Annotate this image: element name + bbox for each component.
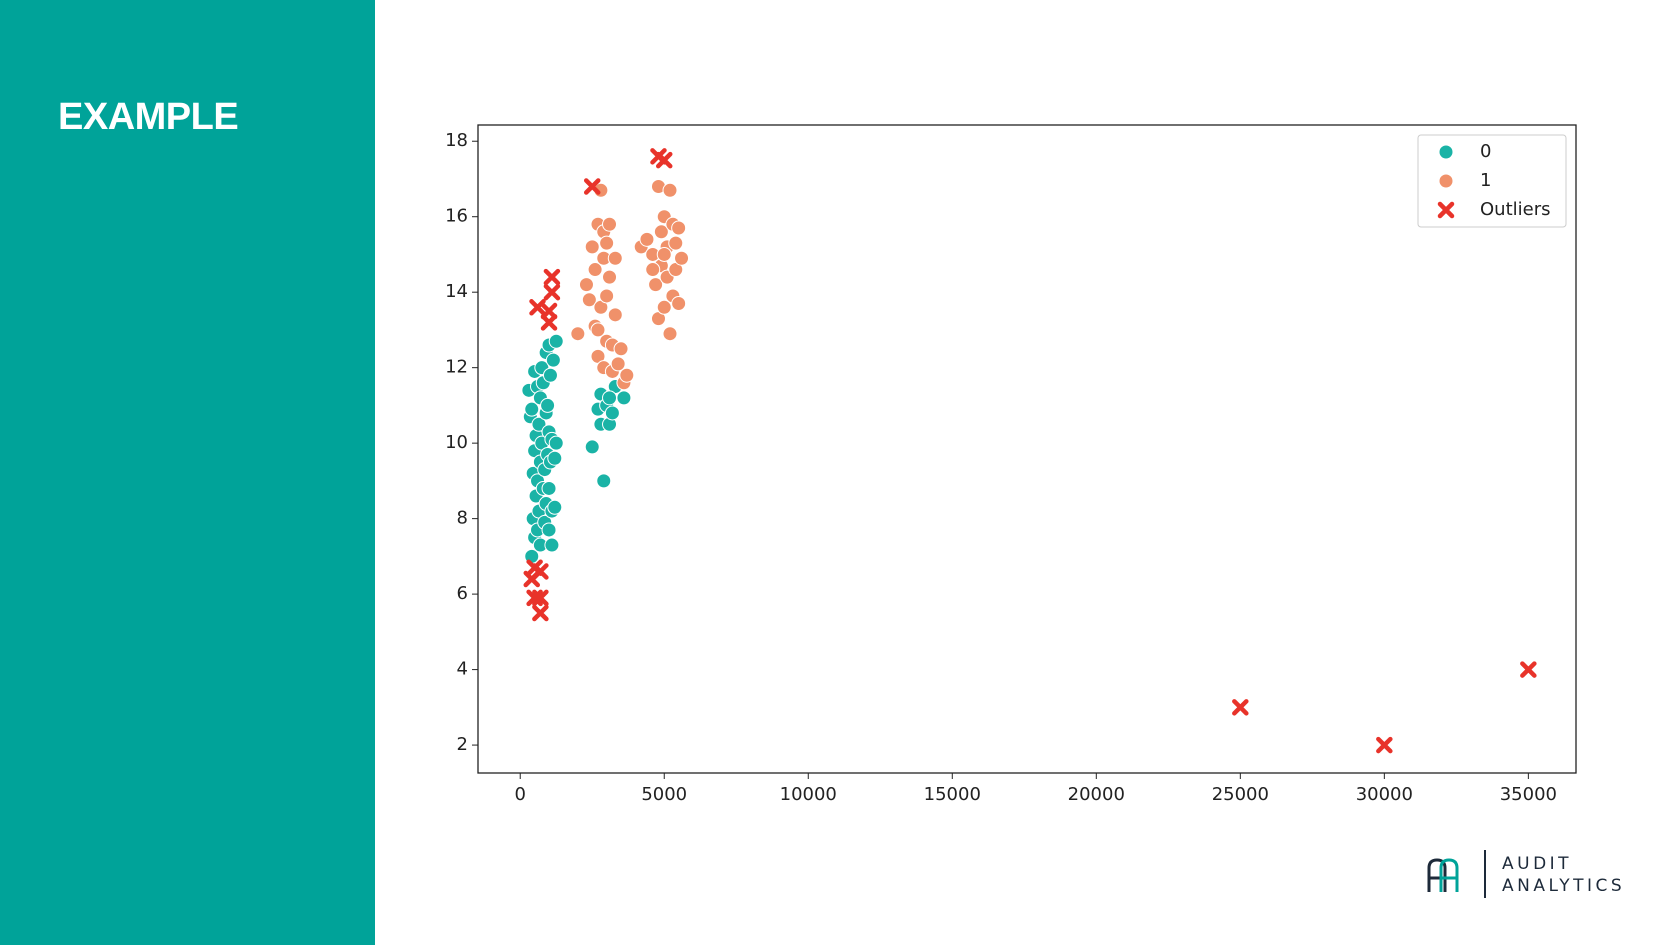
legend-marker	[1437, 201, 1455, 219]
logo-text: ANALYTICS	[1502, 876, 1626, 896]
plot-frame	[477, 124, 1577, 774]
point	[540, 302, 558, 320]
y-tick-label: 8	[457, 508, 468, 529]
point	[599, 288, 615, 304]
logo-text: AUDIT	[1502, 854, 1573, 874]
point	[578, 277, 594, 293]
point	[662, 182, 678, 198]
point	[545, 352, 561, 368]
logo: AUDIT ANALYTICS	[1425, 848, 1635, 900]
point	[671, 220, 687, 236]
legend-marker	[1438, 144, 1454, 160]
point	[590, 322, 606, 338]
side-panel	[0, 0, 375, 945]
point	[584, 239, 600, 255]
point	[548, 435, 564, 451]
point	[547, 450, 563, 466]
point	[599, 235, 615, 251]
point	[604, 405, 620, 421]
point	[543, 283, 561, 301]
legend-label: 1	[1480, 170, 1491, 191]
point	[619, 367, 635, 383]
point	[639, 231, 655, 247]
legend-box	[1417, 134, 1567, 228]
point	[524, 401, 540, 417]
legend-label: 0	[1480, 141, 1491, 162]
point	[656, 246, 672, 262]
x-tick-label: 10000	[780, 784, 837, 805]
point	[541, 480, 557, 496]
point	[547, 499, 563, 515]
y-tick-label: 18	[445, 130, 468, 151]
point	[548, 333, 564, 349]
logo-icon	[1427, 850, 1486, 898]
y-tick-label: 12	[445, 357, 468, 378]
point	[674, 250, 690, 266]
point	[532, 563, 549, 580]
point	[607, 307, 623, 323]
point	[1232, 699, 1249, 716]
y-tick-label: 2	[457, 734, 468, 755]
point	[529, 299, 546, 316]
y-tick-label: 4	[457, 659, 468, 680]
point	[610, 356, 626, 372]
point	[602, 390, 618, 406]
x-tick-label: 20000	[1068, 784, 1125, 805]
point	[581, 292, 597, 308]
x-tick-label: 0	[514, 784, 525, 805]
point	[645, 262, 661, 278]
point	[616, 390, 632, 406]
legend-label: Outliers	[1480, 199, 1551, 220]
slide-title: EXAMPLE	[58, 96, 239, 138]
point	[662, 326, 678, 342]
y-tick-label: 16	[445, 206, 468, 227]
point	[541, 522, 557, 538]
point	[671, 296, 687, 312]
y-tick-label: 10	[445, 432, 468, 453]
point	[540, 397, 556, 413]
point	[607, 250, 623, 266]
point	[540, 314, 558, 331]
point	[531, 416, 547, 432]
point	[648, 277, 664, 293]
y-tick-label: 6	[457, 583, 468, 604]
point	[602, 216, 618, 232]
y-tick-label: 14	[445, 281, 468, 302]
point	[544, 537, 560, 553]
x-tick-label: 30000	[1356, 784, 1413, 805]
point	[584, 439, 600, 455]
x-tick-label: 25000	[1212, 784, 1269, 805]
x-tick-label: 15000	[924, 784, 981, 805]
point	[587, 262, 603, 278]
point	[1376, 736, 1393, 754]
point	[602, 269, 618, 285]
point	[613, 341, 629, 357]
point	[653, 224, 669, 240]
legend-marker	[1438, 173, 1454, 189]
x-tick-label: 5000	[641, 784, 687, 805]
point	[656, 299, 672, 315]
point	[1520, 661, 1537, 678]
point	[543, 268, 561, 286]
point	[542, 367, 558, 383]
point	[668, 235, 684, 251]
point	[596, 473, 612, 489]
point	[583, 178, 601, 195]
point	[655, 151, 673, 169]
point	[532, 604, 549, 622]
point	[532, 589, 549, 607]
x-tick-label: 35000	[1500, 784, 1557, 805]
point	[570, 326, 586, 342]
